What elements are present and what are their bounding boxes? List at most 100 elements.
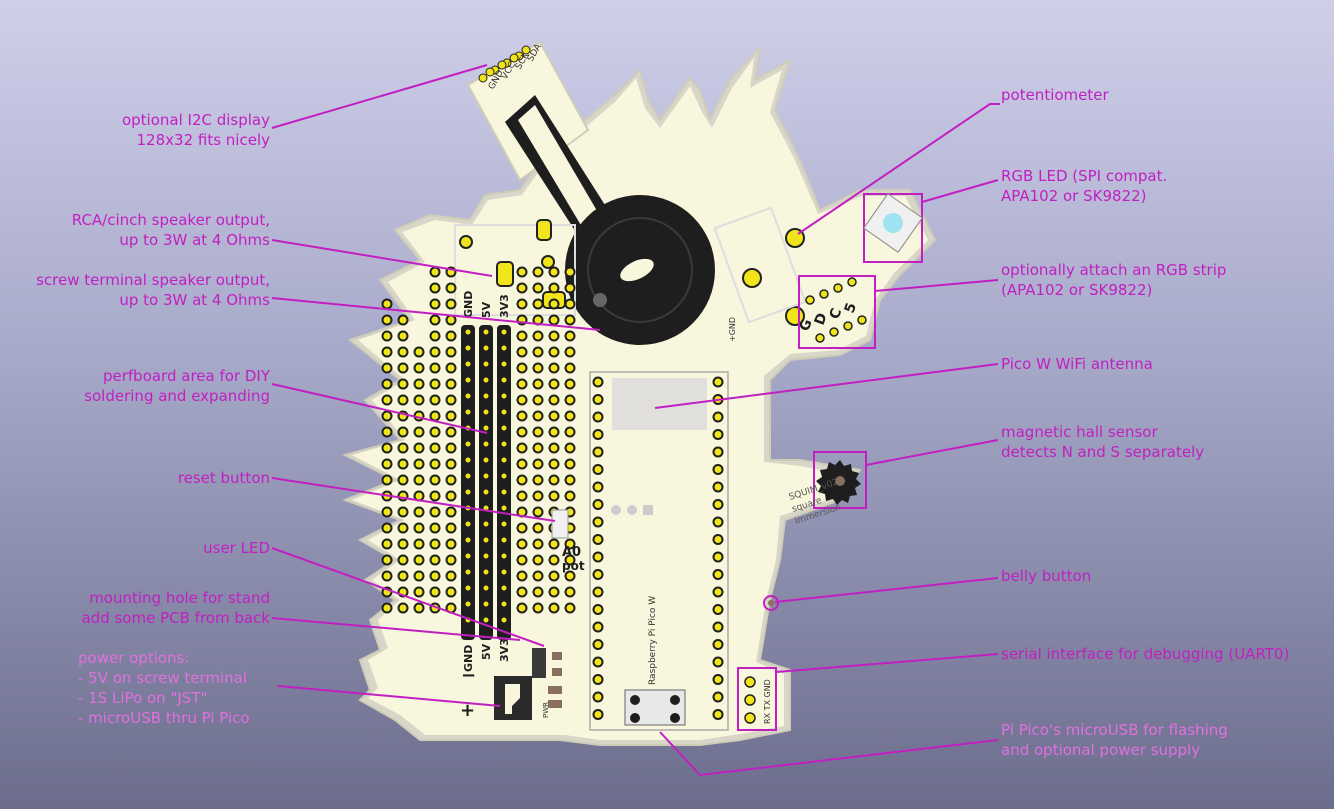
pico-pin-pad — [592, 464, 604, 475]
leader-belly — [774, 577, 999, 603]
pico-pin-pad — [592, 376, 604, 388]
pot-body-outline — [713, 206, 807, 324]
perfboard-pad — [564, 314, 576, 326]
perfboard-pad — [429, 554, 441, 566]
perfboard-pad — [516, 602, 528, 614]
perfboard-pad — [445, 554, 457, 566]
perfboard-pad — [445, 426, 457, 438]
annotation-rgb: RGB LED (SPI compat. APA102 or SK9822) — [1001, 166, 1167, 206]
perfboard-pad — [381, 554, 393, 566]
belly-button-hole — [763, 595, 779, 611]
perfboard-pad — [445, 298, 457, 310]
annotation-perf: perfboard area for DIY soldering and exp… — [84, 366, 270, 406]
perfboard-pad — [516, 458, 528, 470]
annotation-rca-line-2: up to 3W at 4 Ohms — [119, 231, 270, 249]
rail-label-gnd-top: GND — [462, 291, 475, 318]
perfboard-pad — [397, 474, 409, 486]
pico-pin-pad — [592, 709, 604, 720]
screw-terminal-pad-1 — [459, 235, 473, 249]
potentiometer-knob-ring — [587, 217, 693, 323]
pico-outline — [589, 371, 729, 731]
rail-pad — [481, 567, 491, 577]
rail-pad — [463, 439, 473, 449]
perfboard-pad — [548, 458, 560, 470]
perfboard-pad — [445, 506, 457, 518]
pwr-silk: PWR — [542, 702, 550, 718]
pico-pin-pad — [712, 376, 724, 388]
perfboard-pad — [516, 522, 528, 534]
perfboard-pad — [516, 394, 528, 406]
pot-silk-label: pot — [562, 559, 585, 573]
perfboard-pad — [429, 586, 441, 598]
rail-pad — [499, 503, 509, 513]
perfboard-pad — [548, 330, 560, 342]
perfboard-pad — [445, 522, 457, 534]
rail-label-3v3-top: 3V3 — [498, 294, 511, 318]
perfboard-pad — [564, 394, 576, 406]
pico-pin-pad — [712, 516, 724, 528]
annotation-pot-line-1: potentiometer — [1001, 86, 1109, 104]
perfboard-pad — [397, 602, 409, 614]
perfboard-pad — [564, 602, 576, 614]
annotation-perf-line-1: perfboard area for DIY — [102, 367, 270, 385]
annotation-mount: mounting hole for stand add some PCB fro… — [81, 588, 270, 628]
perfboard-pad — [429, 378, 441, 390]
perfboard-pad — [532, 554, 544, 566]
perfboard-pad — [564, 458, 576, 470]
perfboard-pad — [532, 266, 544, 278]
pico-pin-pad — [592, 621, 604, 633]
pico-pin-pad — [712, 446, 724, 458]
minus-silk: − — [461, 665, 476, 686]
perfboard-pad — [548, 490, 560, 502]
annotation-mount-line-1: mounting hole for stand — [89, 589, 270, 607]
annotation-screw-line-1: screw terminal speaker output, — [36, 271, 270, 289]
perfboard-pad — [548, 362, 560, 374]
annotation-rgb-line-2: APA102 or SK9822) — [1001, 187, 1147, 205]
pico-usb-connector — [624, 689, 686, 726]
power-switch — [532, 648, 546, 678]
perfboard-pad — [445, 378, 457, 390]
perfboard-pad — [429, 506, 441, 518]
perfboard-pad — [532, 538, 544, 550]
rail-pad — [481, 327, 491, 337]
annotation-pot: potentiometer — [1001, 85, 1109, 105]
perfboard-pad — [413, 378, 425, 390]
potentiometer-mount-pad — [593, 293, 607, 307]
perfboard-pad — [516, 266, 528, 278]
perfboard-pad — [445, 570, 457, 582]
perfboard-pad — [381, 506, 393, 518]
perfboard-pad — [429, 346, 441, 358]
leader-perf — [271, 383, 488, 434]
perfboard-pad — [429, 570, 441, 582]
perfboard-pad — [516, 410, 528, 422]
perfboard-pad — [397, 394, 409, 406]
rail-pad — [481, 551, 491, 561]
perfboard-pad — [548, 474, 560, 486]
perfboard-pad — [445, 394, 457, 406]
perfboard-pad — [413, 586, 425, 598]
perfboard-pad — [429, 522, 441, 534]
leader-rgb — [921, 179, 999, 203]
annotation-power-line-3: - 1S LiPo on "JST" — [78, 689, 208, 707]
perfboard-pad — [445, 346, 457, 358]
annotation-power-line-1: power options: — [78, 649, 190, 667]
i2c-pins — [478, 45, 531, 83]
perfboard-pad — [381, 394, 393, 406]
rail-pad — [481, 375, 491, 385]
rail-pad — [463, 551, 473, 561]
rail-pad — [463, 327, 473, 337]
leader-antenna — [654, 363, 999, 409]
rail-pad — [499, 599, 509, 609]
smd-components — [548, 652, 562, 708]
perfboard-pad — [532, 586, 544, 598]
rail-pad — [481, 471, 491, 481]
rail-pad — [463, 599, 473, 609]
perfboard-pad — [548, 538, 560, 550]
perfboard-pad — [548, 586, 560, 598]
perfboard-pad — [532, 570, 544, 582]
perfboard-pad — [381, 426, 393, 438]
annotation-power: power options: - 5V on screw terminal - … — [78, 648, 250, 728]
leader-screw — [271, 297, 601, 331]
power-rail-5v — [479, 325, 493, 640]
annotation-strip-line-1: optionally attach an RGB strip — [1001, 261, 1227, 279]
